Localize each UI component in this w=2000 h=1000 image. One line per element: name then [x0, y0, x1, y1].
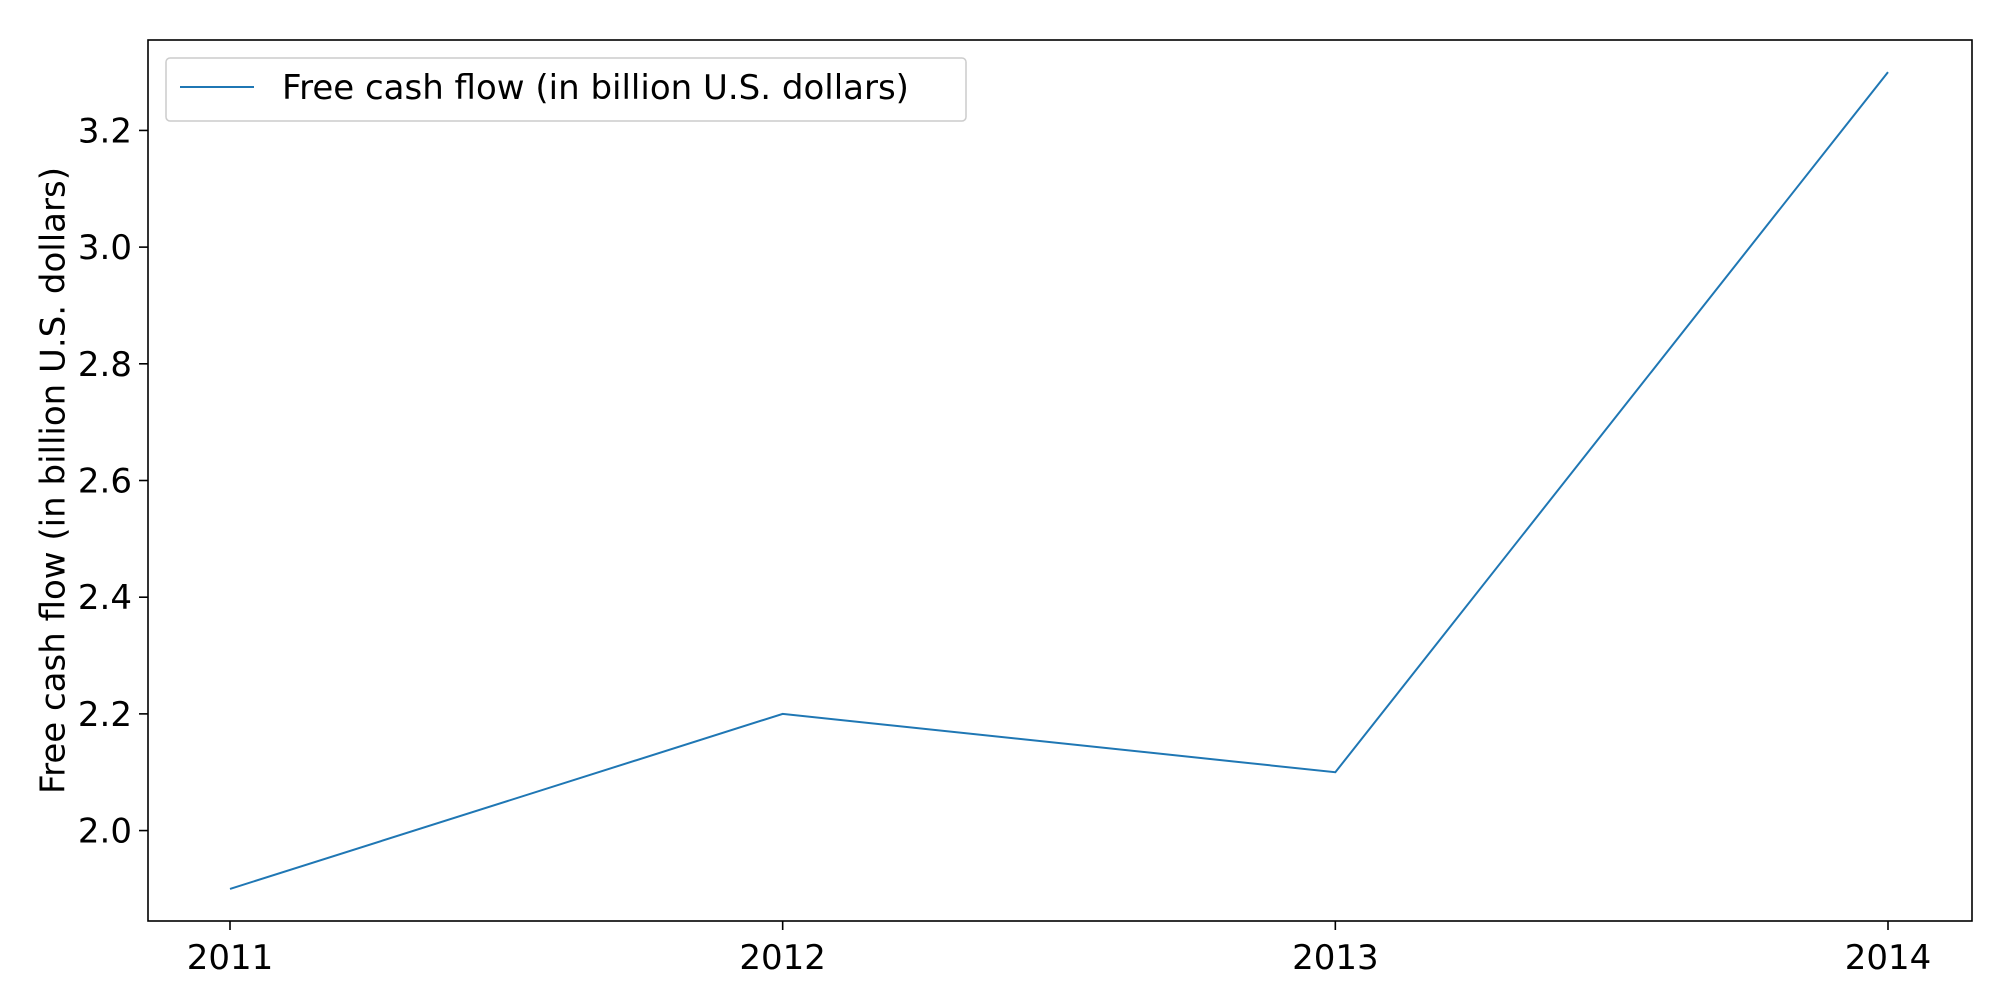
- x-tick-label: 2014: [1845, 938, 1932, 978]
- y-axis-title: Free cash flow (in billion U.S. dollars): [34, 167, 74, 794]
- legend: Free cash flow (in billion U.S. dollars): [166, 58, 966, 121]
- y-tick-label: 3.2: [78, 111, 132, 151]
- y-tick-label: 2.4: [78, 578, 132, 618]
- y-tick-label: 3.0: [78, 228, 132, 268]
- y-tick-label: 2.2: [78, 695, 132, 735]
- y-tick-label: 2.8: [78, 345, 132, 385]
- x-tick-label: 2013: [1292, 938, 1379, 978]
- y-tick-label: 2.0: [78, 812, 132, 852]
- legend-label: Free cash flow (in billion U.S. dollars): [282, 68, 909, 108]
- x-tick-label: 2012: [739, 938, 826, 978]
- x-tick-label: 2011: [187, 938, 274, 978]
- y-tick-label: 2.6: [78, 462, 132, 502]
